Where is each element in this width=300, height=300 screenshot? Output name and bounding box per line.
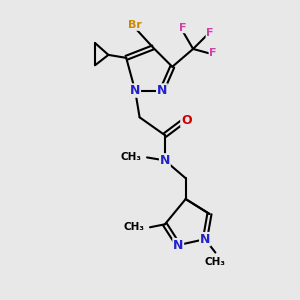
Text: Br: Br	[128, 20, 142, 30]
Text: F: F	[179, 22, 186, 32]
Text: CH₃: CH₃	[120, 152, 141, 162]
Text: N: N	[157, 84, 167, 97]
Text: N: N	[200, 233, 210, 246]
Text: F: F	[209, 48, 217, 59]
Text: O: O	[181, 114, 192, 127]
Text: N: N	[160, 154, 170, 167]
Text: CH₃: CH₃	[123, 222, 144, 232]
Text: F: F	[206, 28, 214, 38]
Text: N: N	[173, 238, 183, 252]
Text: CH₃: CH₃	[205, 257, 226, 267]
Text: N: N	[130, 84, 140, 97]
